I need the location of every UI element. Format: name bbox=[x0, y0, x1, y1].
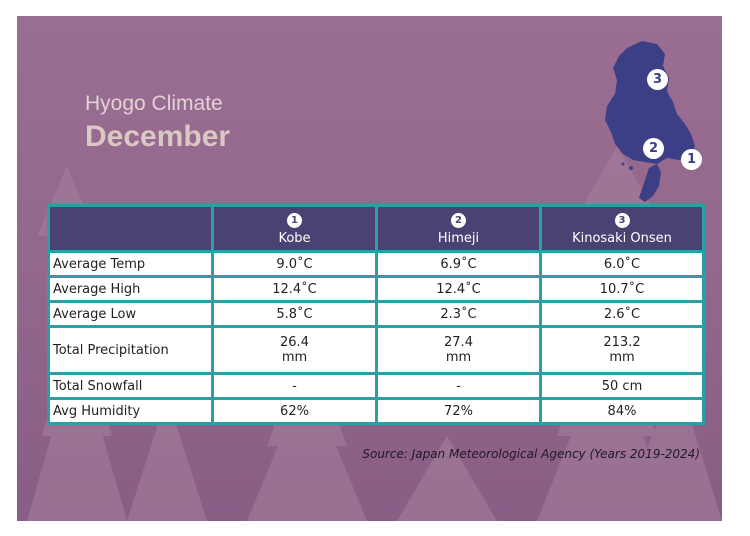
map-pin-3: 3 bbox=[647, 69, 668, 90]
cell-value: 26.4 mm bbox=[211, 325, 378, 375]
header-kobe: 1 Kobe bbox=[211, 204, 378, 253]
cell-value: 2.3˚C bbox=[375, 300, 542, 328]
precip-unit: mm bbox=[609, 350, 635, 365]
map-pin-1: 1 bbox=[681, 149, 702, 170]
header-empty bbox=[47, 204, 214, 253]
climate-card: Hyogo Climate December 3 2 1 1 Kobe 2 bbox=[17, 16, 722, 521]
row-label: Total Precipitation bbox=[47, 325, 214, 375]
row-label: Avg Humidity bbox=[47, 397, 214, 425]
cell-value: 50 cm bbox=[539, 372, 705, 400]
cell-value: - bbox=[375, 372, 542, 400]
cell-value: 10.7˚C bbox=[539, 275, 705, 303]
cell-value: 213.2 mm bbox=[539, 325, 705, 375]
cell-value: 27.4 mm bbox=[375, 325, 542, 375]
precip-value: 27.4 bbox=[444, 335, 473, 350]
kobe-number-icon: 1 bbox=[287, 212, 302, 228]
header-kobe-label: Kobe bbox=[278, 230, 311, 246]
cell-value: 5.8˚C bbox=[211, 300, 378, 328]
header-himeji: 2 Himeji bbox=[375, 204, 542, 253]
table-row: Average High 12.4˚C 12.4˚C 10.7˚C bbox=[47, 275, 705, 303]
cell-value: 6.9˚C bbox=[375, 250, 542, 278]
precip-unit: mm bbox=[281, 350, 308, 365]
row-label: Average Temp bbox=[47, 250, 214, 278]
table-row: Total Precipitation 26.4 mm 27.4 mm 213.… bbox=[47, 325, 705, 375]
cell-value: 6.0˚C bbox=[539, 250, 705, 278]
himeji-number-icon: 2 bbox=[451, 212, 466, 228]
cell-value: 62% bbox=[211, 397, 378, 425]
title-line-1: Hyogo Climate bbox=[85, 92, 223, 115]
cell-value: - bbox=[211, 372, 378, 400]
header-kinosaki-label: Kinosaki Onsen bbox=[572, 230, 672, 246]
header-kinosaki: 3 Kinosaki Onsen bbox=[539, 204, 705, 253]
table-row: Average Temp 9.0˚C 6.9˚C 6.0˚C bbox=[47, 250, 705, 278]
map-pin-2: 2 bbox=[643, 138, 664, 159]
title-line-2: December bbox=[85, 120, 231, 153]
row-label: Total Snowfall bbox=[47, 372, 214, 400]
source-note: Source: Japan Meteorological Agency (Yea… bbox=[362, 447, 700, 461]
cell-value: 9.0˚C bbox=[211, 250, 378, 278]
precip-value: 26.4 bbox=[280, 335, 309, 350]
table-header-row: 1 Kobe 2 Himeji 3 Kinosaki Onsen bbox=[47, 204, 705, 253]
row-label: Average Low bbox=[47, 300, 214, 328]
cell-value: 2.6˚C bbox=[539, 300, 705, 328]
hyogo-shape bbox=[605, 41, 695, 202]
precip-value: 213.2 bbox=[603, 335, 641, 350]
cell-value: 12.4˚C bbox=[211, 275, 378, 303]
row-label: Average High bbox=[47, 275, 214, 303]
table-row: Average Low 5.8˚C 2.3˚C 2.6˚C bbox=[47, 300, 705, 328]
table-row: Avg Humidity 62% 72% 84% bbox=[47, 397, 705, 425]
cell-value: 72% bbox=[375, 397, 542, 425]
kinosaki-number-icon: 3 bbox=[614, 212, 630, 228]
cell-value: 12.4˚C bbox=[375, 275, 542, 303]
precip-unit: mm bbox=[445, 350, 472, 365]
header-himeji-label: Himeji bbox=[437, 230, 480, 246]
climate-table: 1 Kobe 2 Himeji 3 Kinosaki Onsen Average… bbox=[47, 204, 705, 425]
hyogo-map: 3 2 1 bbox=[587, 36, 707, 216]
cell-value: 84% bbox=[539, 397, 705, 425]
table-row: Total Snowfall - - 50 cm bbox=[47, 372, 705, 400]
